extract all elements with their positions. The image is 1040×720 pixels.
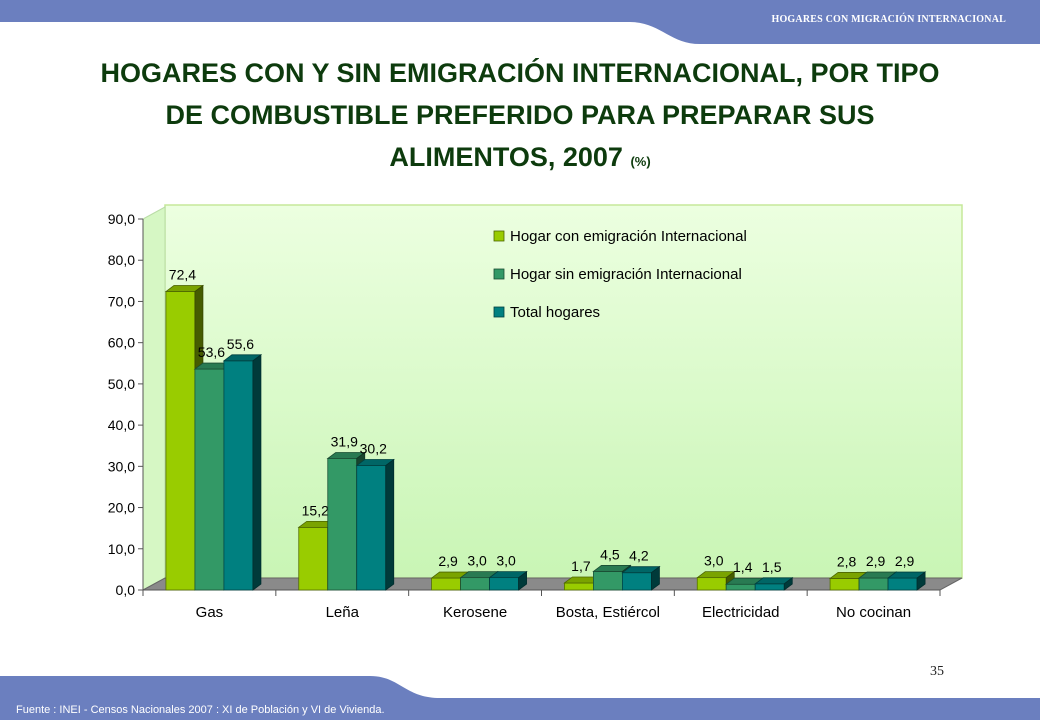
data-label: 2,9	[895, 553, 915, 569]
legend-label: Total hogares	[510, 304, 600, 321]
data-label: 53,6	[198, 344, 225, 360]
bar	[222, 354, 263, 591]
y-tick-label: 20,0	[108, 500, 135, 516]
bar-front	[829, 578, 860, 591]
title-line-3: ALIMENTOS, 2007	[389, 142, 623, 172]
y-tick-label: 80,0	[108, 252, 135, 268]
bar-front	[194, 368, 225, 591]
data-label: 31,9	[331, 434, 358, 450]
bar-front	[564, 582, 594, 591]
bar-front	[754, 583, 785, 591]
header-band	[0, 0, 1040, 44]
bar-front	[489, 577, 519, 591]
y-tick-label: 10,0	[108, 541, 135, 557]
data-label: 2,9	[866, 553, 886, 569]
legend-label: Hogar con emigración Internacional	[510, 228, 747, 245]
data-label: 2,8	[837, 553, 857, 569]
data-label: 3,0	[704, 553, 724, 569]
bar-front	[887, 577, 918, 591]
bar-front	[298, 526, 329, 591]
y-tick-label: 40,0	[108, 417, 135, 433]
bar-side	[916, 571, 926, 591]
bar	[754, 577, 794, 591]
footer-band	[0, 676, 1040, 720]
bar-front	[696, 577, 727, 591]
data-label: 3,0	[467, 553, 487, 569]
x-category-label: Bosta, Estiércol	[556, 604, 660, 621]
y-tick-label: 60,0	[108, 335, 135, 351]
data-label: 15,2	[302, 502, 329, 518]
title-line-1: HOGARES CON Y SIN EMIGRACIÓN INTERNACION…	[100, 58, 940, 88]
bar-chart: 0,0 10,0 20,0 30,0 40,0 50,0 60,0 70,0 80,0 90,0 G…	[108, 204, 963, 621]
data-label: 1,5	[762, 559, 782, 575]
bar-front	[223, 360, 254, 591]
header-title: HOGARES CON MIGRACIÓN INTERNACIONAL	[771, 14, 1006, 25]
title-line-2: DE COMBUSTIBLE PREFERIDO PARA PREPARAR S…	[165, 100, 875, 130]
legend-label: Hogar sin emigración Internacional	[510, 266, 742, 283]
bar	[355, 458, 395, 591]
bar-front	[327, 458, 358, 591]
data-label: 30,2	[360, 441, 387, 457]
bar-front	[431, 577, 461, 591]
data-label: 72,4	[169, 267, 196, 283]
title-unit: (%)	[630, 154, 651, 169]
data-label: 4,5	[600, 546, 620, 562]
legend-swatch	[493, 306, 505, 318]
y-tick-label: 0,0	[116, 582, 136, 598]
bar-front	[356, 465, 387, 591]
plot-side-wall	[142, 206, 166, 591]
x-category-label: Electricidad	[702, 604, 780, 621]
data-label: 1,4	[733, 559, 753, 575]
data-label: 1,7	[571, 558, 591, 574]
bar-side	[385, 458, 395, 591]
bar-front	[165, 291, 196, 591]
x-category-label: Gas	[196, 604, 224, 621]
x-category-label: Kerosene	[443, 604, 507, 621]
bar-front	[858, 577, 889, 591]
page-number: 35	[930, 664, 944, 679]
plot-area	[164, 204, 963, 579]
chart-title: HOGARES CON Y SIN EMIGRACIÓN INTERNACION…	[40, 52, 1000, 183]
data-label: 3,0	[496, 553, 516, 569]
legend-swatch	[493, 268, 505, 280]
bar	[886, 571, 927, 591]
bar-side	[783, 577, 793, 591]
bar-front	[622, 572, 652, 591]
bar	[621, 565, 661, 591]
y-tick-label: 90,0	[108, 211, 135, 227]
y-tick-label: 70,0	[108, 293, 135, 309]
bar-front	[593, 571, 623, 591]
data-label: 4,2	[629, 548, 649, 564]
bar-front	[460, 577, 490, 591]
bar-side	[518, 570, 527, 591]
data-label: 2,9	[438, 553, 458, 569]
x-category-label: Leña	[326, 604, 360, 621]
y-tick-label: 30,0	[108, 458, 135, 474]
data-label: 55,6	[227, 336, 254, 352]
x-category-label: No cocinan	[836, 604, 911, 621]
bar-side	[651, 565, 660, 591]
bar-side	[252, 354, 262, 591]
legend-swatch	[493, 230, 505, 242]
bar	[488, 570, 528, 591]
y-tick-label: 50,0	[108, 376, 135, 392]
bar-front	[725, 583, 756, 591]
source-note: Fuente : INEI - Censos Nacionales 2007 :…	[16, 704, 385, 716]
